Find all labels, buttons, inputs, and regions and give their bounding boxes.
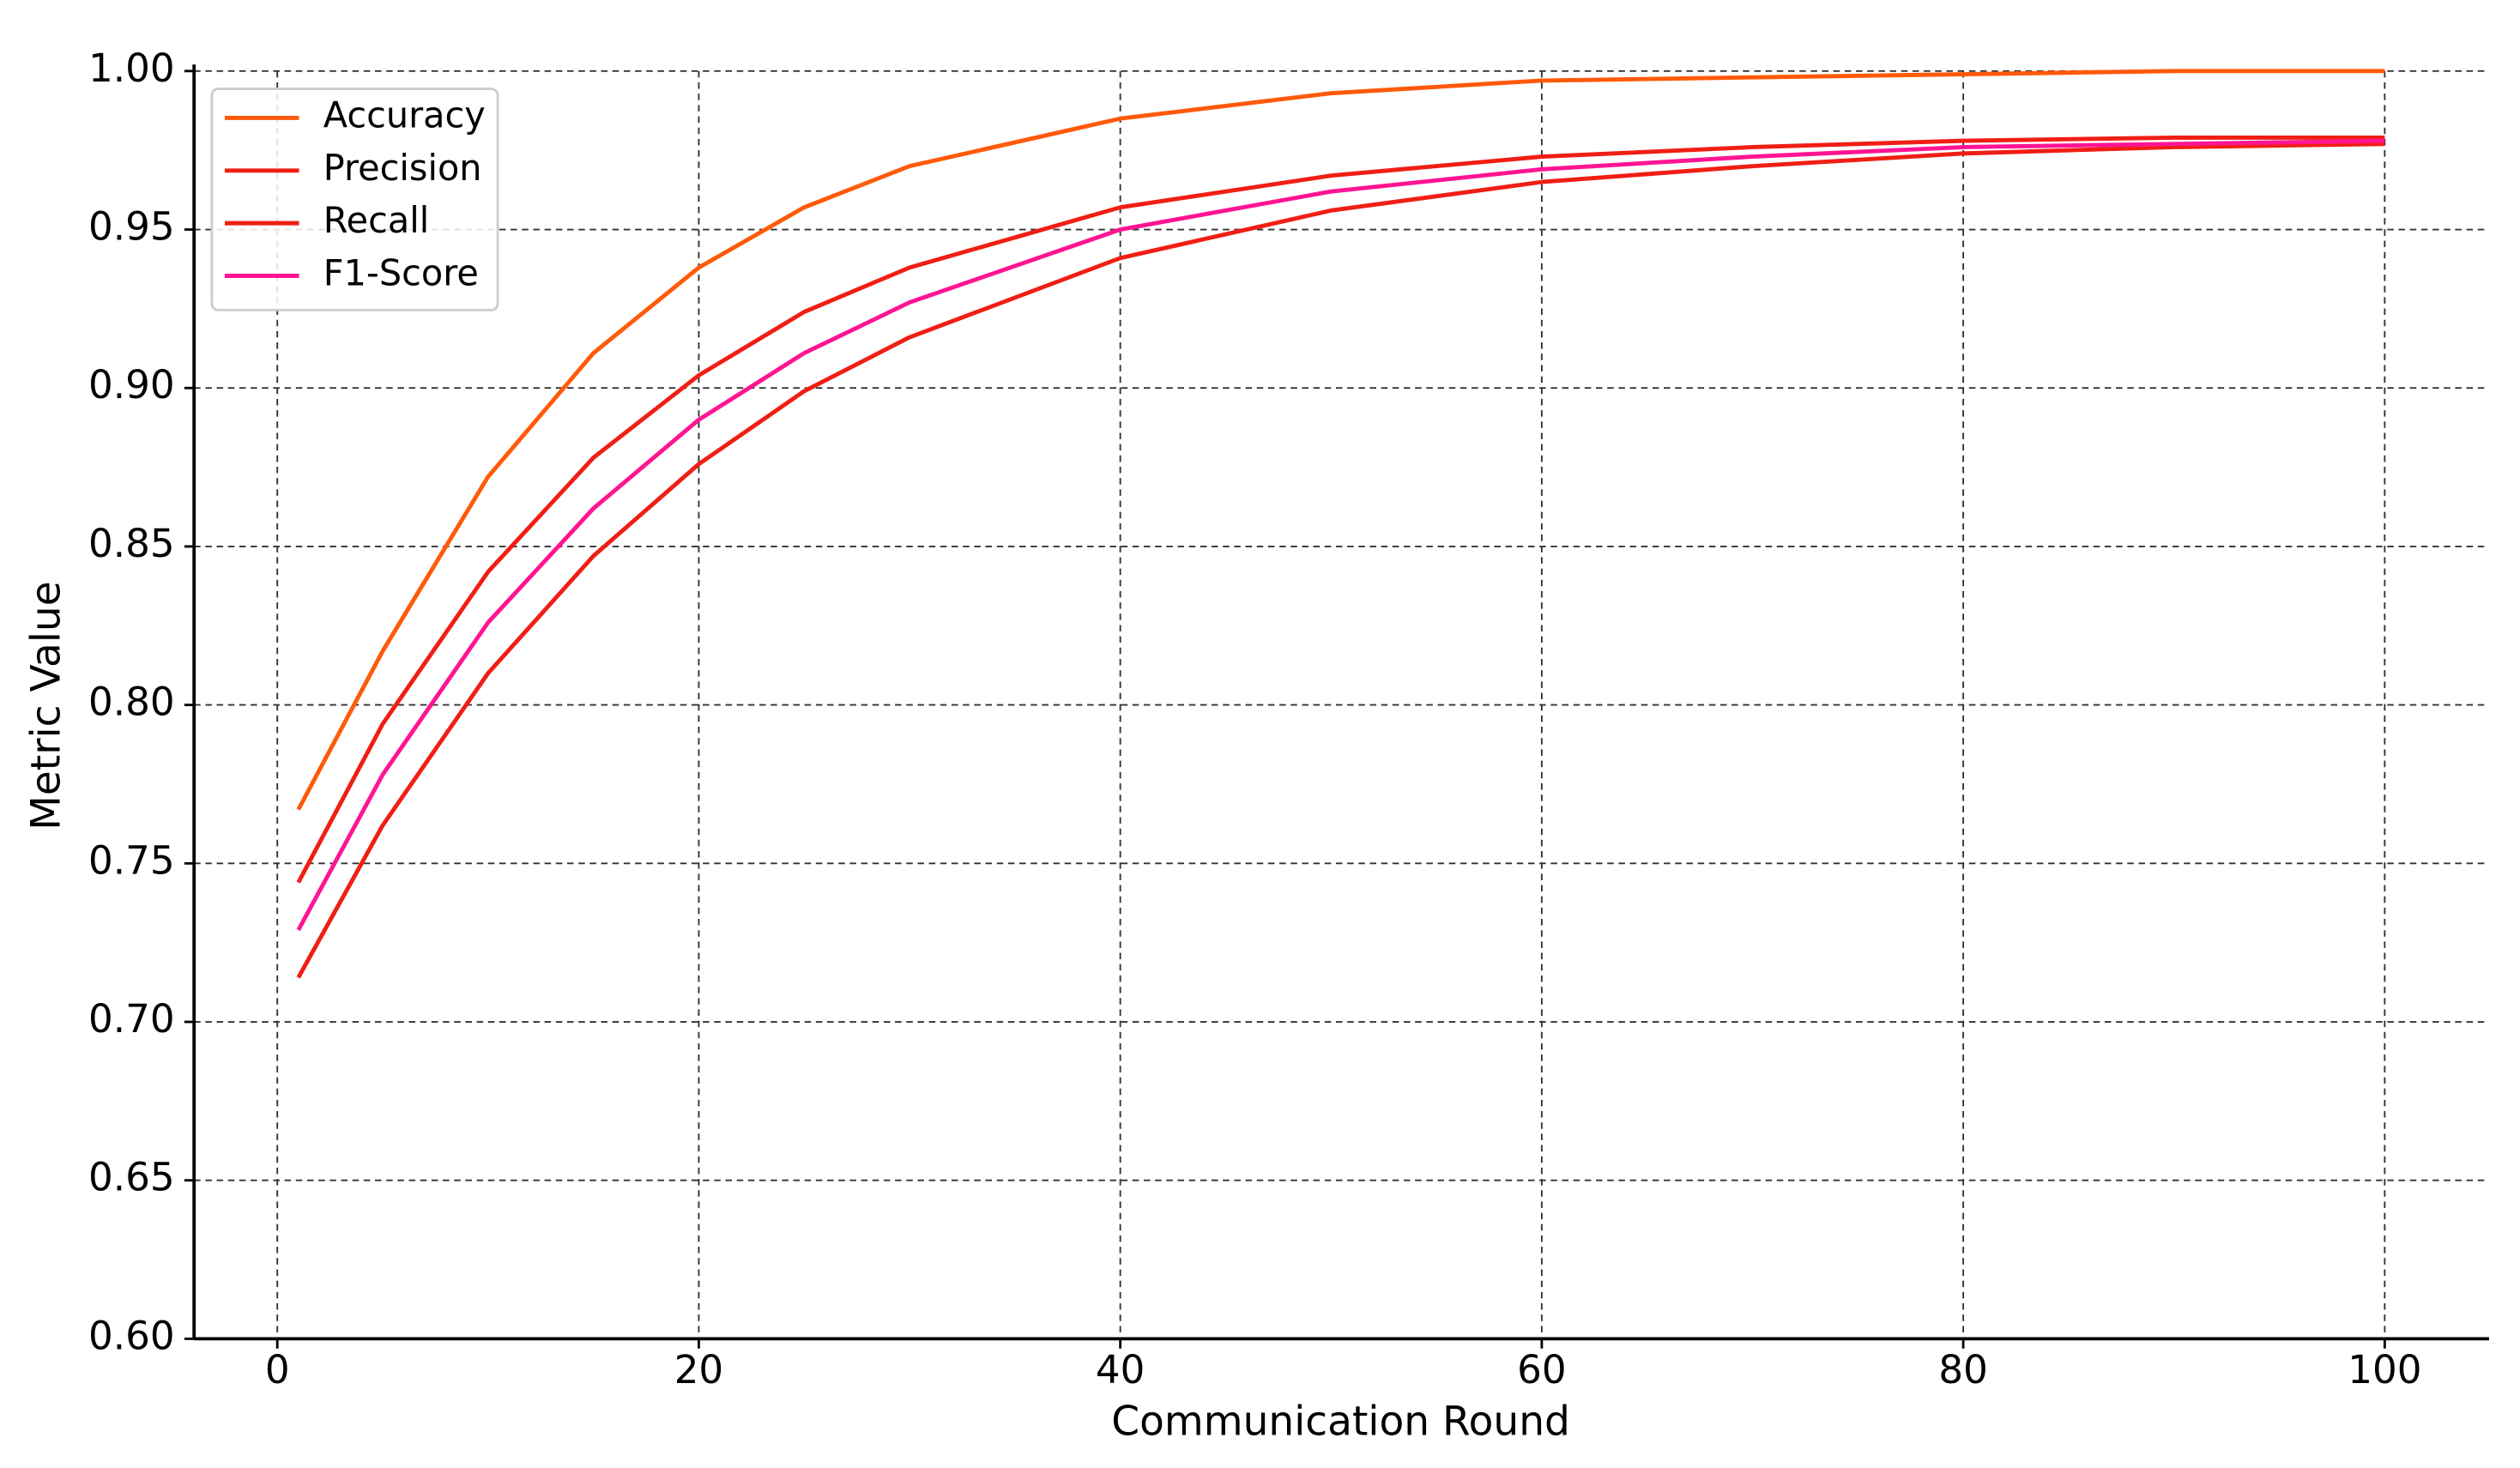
y-tick-label: 0.60 [88,1313,175,1358]
x-tick-label: 80 [1938,1347,1987,1392]
x-tick-label: 60 [1517,1347,1566,1392]
x-tick-label: 40 [1096,1347,1145,1392]
y-axis-label: Metric Value [22,581,69,830]
line-series [296,138,2385,932]
x-axis-label: Communication Round [1111,1399,1570,1446]
y-tick-label: 0.95 [88,204,175,250]
x-tick-label: 100 [2348,1347,2421,1392]
legend-box [210,88,499,311]
line-series [296,142,2385,979]
y-tick-label: 1.00 [88,45,175,91]
y-tick-label: 0.80 [88,680,175,725]
legend-label: Precision [323,148,482,189]
legend-label: F1-Score [323,252,479,293]
legend-label: Accuracy [323,94,486,136]
line-series [296,135,2385,884]
y-tick-label: 0.65 [88,1155,175,1200]
y-tick-label: 0.90 [88,362,175,408]
y-tick-label: 0.75 [88,837,175,883]
legend: Accuracy Precision Recall F1-Score [210,88,499,311]
legend-label: Recall [323,200,430,241]
line-series [296,69,2385,811]
x-tick-label: 20 [674,1347,723,1392]
y-tick-label: 0.85 [88,521,175,566]
x-tick-label: 0 [265,1347,290,1392]
y-tick-label: 0.70 [88,996,175,1042]
